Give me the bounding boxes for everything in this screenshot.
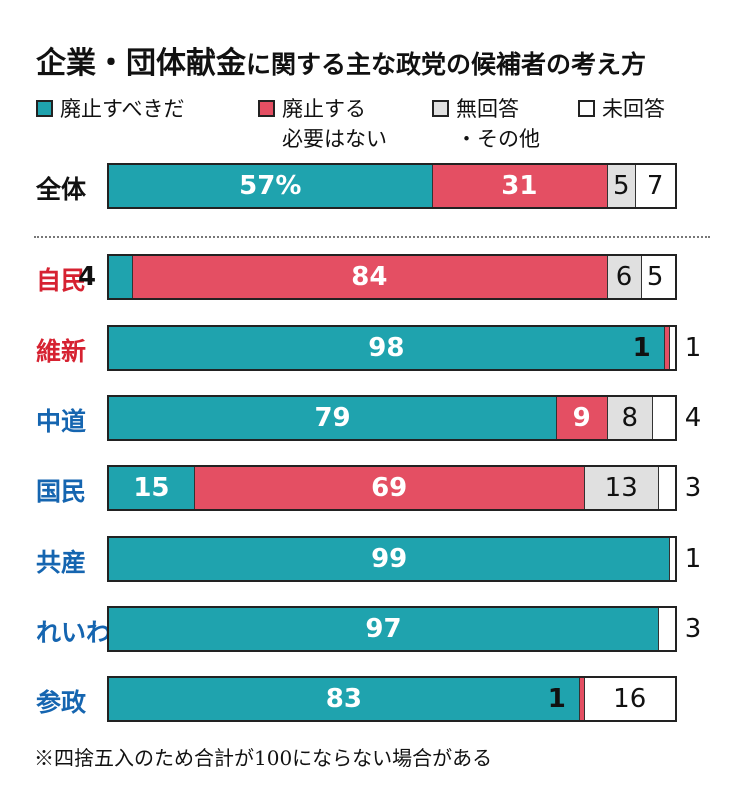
data-label: 84	[351, 262, 388, 292]
bar-row	[107, 163, 677, 209]
bar-row	[107, 254, 677, 300]
data-label: 1	[547, 684, 566, 714]
bar-row	[107, 325, 677, 371]
data-label: 5	[646, 262, 664, 292]
data-label: 9	[572, 403, 591, 433]
data-label: 15	[133, 473, 170, 503]
legend-label-no_answer_other: 無回答	[456, 97, 519, 121]
data-label: 98	[368, 333, 405, 363]
bar-segment	[669, 538, 675, 580]
bar-row	[107, 606, 677, 652]
data-label: 1	[632, 333, 651, 363]
data-label: 3	[684, 614, 702, 644]
data-label: 1	[684, 544, 702, 574]
bar-segment	[584, 467, 659, 509]
data-label: 8	[621, 403, 638, 433]
category-label: 中道	[36, 407, 87, 436]
data-label: 99	[371, 544, 408, 574]
bar-segment	[109, 467, 194, 509]
bar-segment	[131, 256, 608, 298]
legend-swatch-not_needed	[258, 100, 275, 117]
legend-label-no_answer_other: ・その他	[456, 127, 540, 151]
divider-line	[34, 236, 710, 238]
data-label: 97	[365, 614, 402, 644]
bar-row	[107, 395, 677, 441]
data-label: 4	[684, 403, 702, 433]
bar-row	[107, 676, 677, 722]
bar-segment	[431, 165, 608, 207]
bar-segment	[663, 327, 670, 369]
bar-segment	[556, 397, 608, 439]
data-label: 13	[604, 473, 638, 503]
bar-segment	[109, 678, 579, 720]
legend-label-unanswered: 未回答	[602, 97, 665, 121]
bar-segment	[109, 397, 557, 439]
data-label: 4	[77, 262, 97, 292]
data-label: 79	[314, 403, 351, 433]
bar-row	[107, 536, 677, 582]
chart-title-rest: に関する主な政党の候補者の考え方	[246, 50, 647, 79]
bar-segment	[607, 256, 642, 298]
data-label: 69	[371, 473, 408, 503]
data-label: 3	[684, 473, 702, 503]
data-label: 57%	[239, 171, 302, 201]
chart-title-main: 企業・団体献金	[36, 46, 246, 81]
data-label: 31	[501, 171, 538, 201]
category-label: れいわ	[36, 618, 112, 647]
data-label: 16	[613, 684, 647, 714]
bar-segment	[641, 256, 670, 298]
data-label: 83	[325, 684, 362, 714]
bar-segment	[652, 397, 675, 439]
data-label: 1	[684, 333, 702, 363]
bar-segment	[635, 165, 675, 207]
category-label: 維新	[36, 337, 87, 366]
legend-label-not_needed: 廃止する	[282, 97, 366, 121]
bar-segment	[669, 327, 675, 369]
data-label: 5	[612, 171, 630, 201]
legend-label-abolish: 廃止すべきだ	[60, 97, 185, 121]
bar-segment	[109, 256, 132, 298]
category-label: 全体	[36, 175, 87, 204]
bar-segment	[109, 538, 670, 580]
bar-segment	[658, 467, 675, 509]
legend-swatch-abolish	[36, 100, 53, 117]
data-label: 6	[615, 262, 633, 292]
bar-segment	[193, 467, 585, 509]
bar-segment	[109, 327, 664, 369]
bar-segment	[607, 165, 636, 207]
footnote: ※四捨五入のため合計が100にならない場合がある	[34, 746, 493, 770]
category-label: 共産	[36, 548, 87, 577]
bar-row	[107, 465, 677, 511]
bar-segment	[607, 397, 653, 439]
bar-segment	[584, 678, 675, 720]
data-label: 7	[646, 171, 664, 201]
bar-segment	[658, 608, 675, 650]
legend-swatch-unanswered	[578, 100, 595, 117]
legend-label-not_needed: 必要はない	[282, 127, 387, 151]
bar-segment	[578, 678, 585, 720]
chart-title: 企業・団体献金に関する主な政党の候補者の考え方	[36, 38, 646, 82]
legend-swatch-no_answer_other	[432, 100, 449, 117]
category-label: 国民	[36, 477, 87, 506]
category-label: 参政	[36, 688, 87, 717]
bar-segment	[109, 165, 432, 207]
category-label: 自民	[36, 266, 87, 295]
bar-segment	[109, 608, 659, 650]
